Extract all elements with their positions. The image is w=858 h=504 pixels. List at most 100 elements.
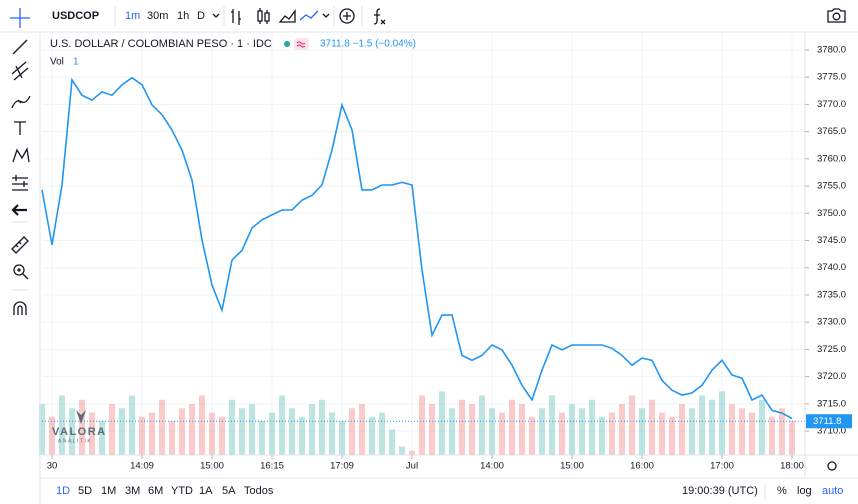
area-icon[interactable] xyxy=(278,9,296,23)
volume-bar xyxy=(439,391,445,455)
volume-bar xyxy=(199,395,205,455)
volume-bar xyxy=(789,421,795,455)
y-tick-label: 3720.0 xyxy=(817,371,846,382)
range-button[interactable]: 5D xyxy=(78,485,92,497)
volume-bar xyxy=(669,416,675,455)
brush-icon[interactable] xyxy=(11,95,31,109)
volume-bar xyxy=(659,412,665,455)
volume-bar xyxy=(329,412,335,455)
grid xyxy=(42,32,805,455)
y-tick-label: 3745.0 xyxy=(817,235,846,246)
volume-bar xyxy=(59,395,65,455)
volume-bar xyxy=(469,404,475,455)
zoom-handle xyxy=(17,268,29,280)
volume-bar xyxy=(589,399,595,455)
x-tick-label: 15:00 xyxy=(200,461,224,472)
x-tick-label: Jul xyxy=(406,461,418,472)
option[interactable]: auto xyxy=(822,485,843,497)
volume-bar xyxy=(549,395,555,455)
x-tick-label: 16:00 xyxy=(630,461,654,472)
x-tick-label: 17:09 xyxy=(330,461,354,472)
volume-bar xyxy=(339,421,345,455)
trend-line-icon[interactable] xyxy=(12,39,28,55)
volume-bar xyxy=(749,412,755,455)
logo-name: VALORA xyxy=(52,426,107,438)
chart-title: U.S. DOLLAR / COLOMBIAN PESO · 1 · IDC xyxy=(50,38,272,50)
compare-icon[interactable] xyxy=(339,8,355,24)
y-tick-label: 3760.0 xyxy=(817,153,846,164)
candles-icon[interactable] xyxy=(257,8,270,24)
volume-bar xyxy=(159,399,165,455)
volume-bar xyxy=(729,404,735,455)
volume-bar xyxy=(209,412,215,455)
range-button[interactable]: YTD xyxy=(171,485,193,497)
prediction-icon[interactable] xyxy=(12,175,28,191)
back-icon[interactable] xyxy=(11,204,27,216)
option[interactable]: % xyxy=(777,485,787,497)
y-tick-label: 3775.0 xyxy=(817,72,846,83)
x-tick-label: 17:00 xyxy=(710,461,734,472)
dropdown-icon[interactable] xyxy=(212,13,220,18)
x-tick-label: 14:00 xyxy=(480,461,504,472)
interval[interactable]: D xyxy=(197,10,205,22)
range-button[interactable]: Todos xyxy=(244,485,274,497)
volume-bar xyxy=(399,446,405,455)
volume-bar xyxy=(249,404,255,455)
pattern-icon[interactable] xyxy=(12,147,30,163)
x-tick-label: 16:15 xyxy=(260,461,284,472)
x-tick-label: 14:09 xyxy=(130,461,154,472)
last-price-box xyxy=(806,414,852,429)
volume-bar xyxy=(529,416,535,455)
settings-icon[interactable] xyxy=(827,461,837,471)
range-button[interactable]: 5A xyxy=(222,485,236,497)
line-icon[interactable] xyxy=(299,10,319,21)
option[interactable]: log xyxy=(797,485,812,497)
volume-bar xyxy=(379,412,385,455)
clock: 19:00:39 (UTC) xyxy=(682,485,758,497)
volume-bar xyxy=(619,404,625,455)
volume-bar xyxy=(419,395,425,455)
volume-bar xyxy=(579,408,585,455)
volume-bar xyxy=(689,408,695,455)
volume-bar xyxy=(779,408,785,455)
last-price-label: 3711.8 xyxy=(813,416,841,427)
range-button[interactable]: 1M xyxy=(101,485,116,497)
volume-bar xyxy=(679,404,685,455)
y-tick-label: 3750.0 xyxy=(817,208,846,219)
crosshair-icon[interactable] xyxy=(10,8,30,28)
logo-tagline: ANALITIK xyxy=(58,438,92,444)
volume-bar xyxy=(109,404,115,455)
volume-bar xyxy=(279,395,285,455)
volume-bar xyxy=(349,408,355,455)
volume-bar xyxy=(119,408,125,455)
symbol[interactable]: USDCOP xyxy=(52,10,99,22)
camera-icon[interactable] xyxy=(827,8,846,23)
volume-bar xyxy=(189,404,195,455)
text-icon[interactable] xyxy=(14,121,26,135)
dropdown-icon[interactable] xyxy=(322,13,330,18)
pitchfork-icon[interactable] xyxy=(11,61,29,81)
zoom-icon[interactable] xyxy=(13,264,25,276)
indicators-icon[interactable] xyxy=(373,8,386,25)
y-tick-label: 3730.0 xyxy=(817,317,846,328)
range-button[interactable]: 1A xyxy=(199,485,213,497)
volume-bar xyxy=(319,399,325,455)
range-button[interactable]: 3M xyxy=(125,485,140,497)
ruler-icon[interactable] xyxy=(11,236,29,254)
magnet-icon[interactable] xyxy=(13,301,27,315)
volume-bar xyxy=(299,416,305,455)
volume-bar xyxy=(309,404,315,455)
volume-bar xyxy=(769,416,775,455)
bars-icon[interactable] xyxy=(231,9,241,25)
interval[interactable]: 1m xyxy=(125,10,140,22)
volume-bar xyxy=(139,416,145,455)
range-button[interactable]: 6M xyxy=(148,485,163,497)
interval[interactable]: 1h xyxy=(177,10,189,22)
volume-bar xyxy=(129,395,135,455)
logo-mark xyxy=(76,410,86,424)
range-button[interactable]: 1D xyxy=(56,485,70,497)
drawing-tools[interactable] xyxy=(11,39,31,315)
interval[interactable]: 30m xyxy=(147,10,168,22)
y-tick-label: 3740.0 xyxy=(817,262,846,273)
